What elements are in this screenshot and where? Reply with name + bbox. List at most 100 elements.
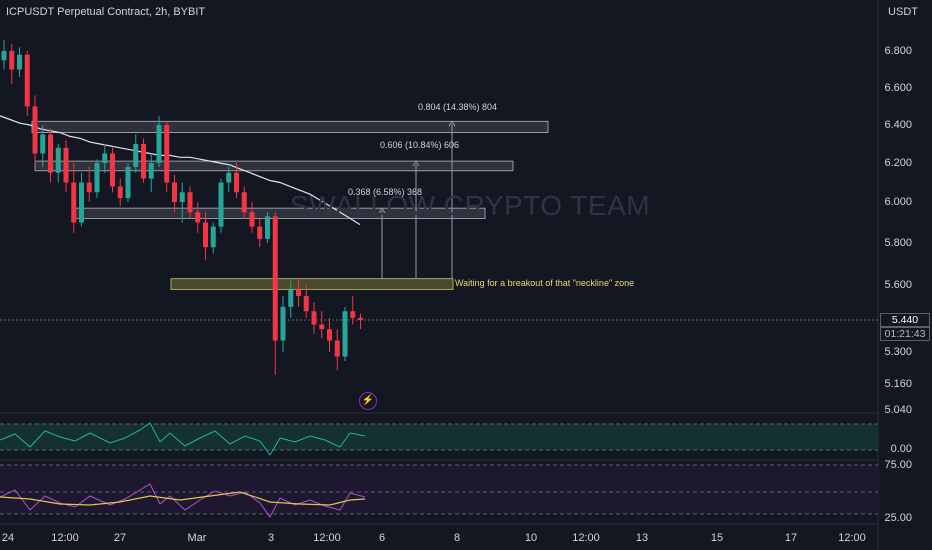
candle xyxy=(17,47,22,77)
candle-body xyxy=(280,306,286,341)
candle-body xyxy=(218,182,224,227)
target-label-2: 0.606 (10.84%) 606 xyxy=(380,140,460,150)
candle xyxy=(272,212,278,375)
target-arrow-head xyxy=(412,160,420,167)
candle-body xyxy=(358,317,363,320)
candle xyxy=(172,174,177,213)
price-label: 6.400 xyxy=(884,119,912,131)
candle-body xyxy=(71,182,77,223)
candle xyxy=(210,222,216,254)
candle-body xyxy=(102,153,108,163)
candle-body xyxy=(288,289,294,307)
candle-body xyxy=(342,311,348,357)
symbol-title: ICPUSDT Perpetual Contract, 2h, BYBIT xyxy=(6,6,206,18)
candle-body xyxy=(311,311,317,325)
time-label: 12:00 xyxy=(51,532,79,544)
candle xyxy=(24,51,30,116)
candle xyxy=(71,163,77,233)
candle xyxy=(125,163,131,202)
price-label: 6.000 xyxy=(884,196,912,208)
price-label: 6.200 xyxy=(884,157,912,169)
candle-body xyxy=(303,295,309,312)
candle-body xyxy=(265,216,270,239)
candle-body xyxy=(249,212,255,227)
candle-body xyxy=(110,153,115,187)
oscillator-axis-label: 0.00 xyxy=(890,443,912,455)
candle xyxy=(79,172,84,227)
candle xyxy=(350,295,356,325)
bar-countdown: 01:21:43 xyxy=(880,327,930,341)
rsi-ma-line xyxy=(0,491,366,506)
candle-body xyxy=(172,182,177,202)
candle xyxy=(63,140,69,193)
candle-body xyxy=(334,340,340,357)
zone-resistance-2 xyxy=(34,160,514,172)
candle xyxy=(32,95,38,163)
candle xyxy=(94,159,100,199)
current-price-tag: 5.440 xyxy=(880,313,930,327)
candle-body xyxy=(257,226,263,239)
candle-body xyxy=(79,182,84,223)
candle xyxy=(334,329,340,371)
candle-body xyxy=(226,172,232,183)
candle-body xyxy=(17,54,22,70)
candle-body xyxy=(55,147,61,173)
candle xyxy=(241,186,247,219)
candle xyxy=(48,128,53,183)
candle xyxy=(249,202,255,233)
candle-body xyxy=(210,226,216,248)
candle xyxy=(102,144,108,173)
candle-body xyxy=(272,216,278,341)
time-label: 17 xyxy=(784,532,798,544)
oscillator-line xyxy=(0,422,366,456)
candle xyxy=(86,166,92,202)
time-label: 10 xyxy=(524,532,538,544)
candle xyxy=(319,311,325,339)
candle xyxy=(280,295,286,352)
target-arrow-head xyxy=(448,120,456,127)
candle-body xyxy=(241,192,247,213)
candle-body xyxy=(148,163,154,179)
time-label: Mar xyxy=(187,532,207,544)
zone-neckline xyxy=(170,278,454,290)
rsi-pane xyxy=(0,464,878,518)
time-label: 15 xyxy=(710,532,724,544)
candle xyxy=(110,147,115,193)
time-label: 12:00 xyxy=(572,532,600,544)
candle-body xyxy=(40,134,46,154)
candle xyxy=(9,43,15,85)
candle-body xyxy=(234,172,239,193)
candle xyxy=(55,144,61,183)
candle xyxy=(234,163,239,199)
candle-body xyxy=(203,222,208,248)
candle-body xyxy=(94,163,100,193)
candle-body xyxy=(195,212,201,223)
lightning-icon[interactable]: ⚡ xyxy=(359,392,377,410)
candle-body xyxy=(32,106,38,154)
candle-body xyxy=(86,182,92,193)
neckline-note: Waiting for a breakout of that "neckline… xyxy=(455,278,635,288)
candle-body xyxy=(24,54,30,107)
candle xyxy=(1,39,7,70)
candle xyxy=(156,115,162,167)
target-arrow-head xyxy=(378,207,386,214)
candle-body xyxy=(164,125,170,183)
price-label: 5.040 xyxy=(884,404,912,416)
candle xyxy=(133,134,139,173)
time-label: 12:00 xyxy=(313,532,341,544)
time-label: 8 xyxy=(453,532,461,544)
moving-average-line xyxy=(0,115,361,226)
candle xyxy=(327,317,332,352)
candle-body xyxy=(117,186,123,199)
candle xyxy=(342,306,348,362)
candle xyxy=(164,121,170,193)
candle-body xyxy=(179,192,185,202)
time-label: 13 xyxy=(635,532,649,544)
target-label-1: 0.368 (6.58%) 368 xyxy=(348,187,423,197)
candle-body xyxy=(1,51,7,61)
price-label: 5.160 xyxy=(884,378,912,390)
candle-body xyxy=(63,147,69,183)
candle xyxy=(226,166,232,193)
time-label: 27 xyxy=(113,532,127,544)
